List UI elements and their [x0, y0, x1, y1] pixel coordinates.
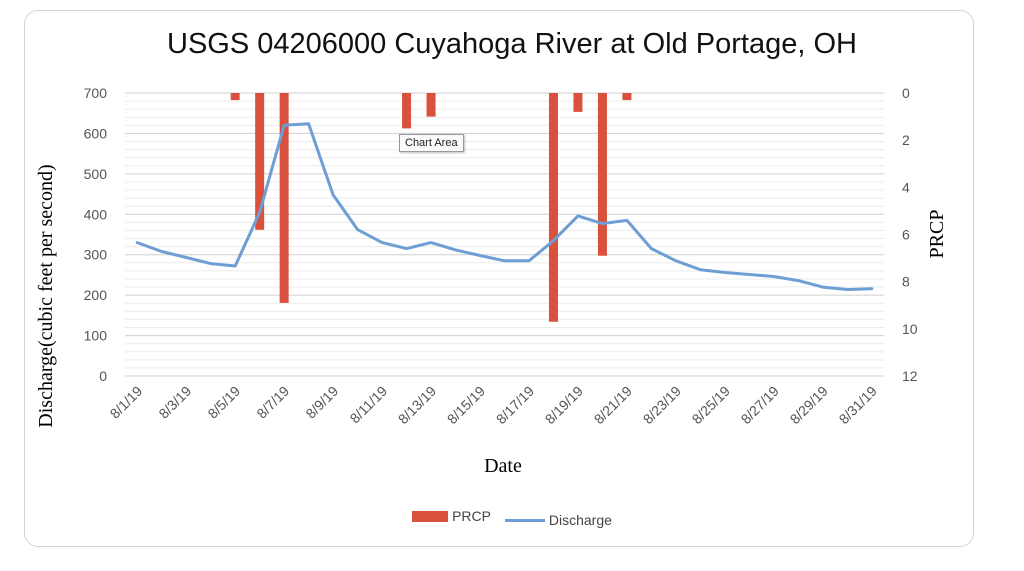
right-tick-label: 0 — [902, 85, 910, 101]
x-tick-label: 8/21/19 — [591, 383, 635, 427]
x-tick-label: 8/31/19 — [836, 383, 880, 427]
x-tick-label: 8/9/19 — [302, 383, 341, 422]
x-tick-label: 8/13/19 — [395, 383, 439, 427]
left-tick-label: 200 — [84, 287, 108, 303]
left-tick-label: 400 — [84, 206, 108, 222]
legend-label-prcp: PRCP — [452, 508, 491, 524]
prcp-bar — [622, 93, 632, 101]
right-tick-label: 4 — [902, 179, 910, 195]
x-tick-label: 8/1/19 — [107, 383, 146, 422]
x-tick-label: 8/11/19 — [347, 383, 391, 427]
right-tick-label: 2 — [902, 132, 910, 148]
left-tick-label: 0 — [99, 368, 107, 384]
prcp-bar — [597, 93, 607, 256]
right-tick-label: 8 — [902, 274, 910, 290]
legend-item-discharge[interactable]: Discharge — [504, 512, 612, 528]
x-axis-title: Date — [484, 455, 522, 477]
right-tick-label: 12 — [902, 368, 918, 384]
prcp-bars — [230, 93, 632, 322]
x-tick-label: 8/29/19 — [787, 383, 831, 427]
right-axis-ticks: 0 2 4 6 8 10 12 — [902, 85, 918, 384]
prcp-bar — [402, 93, 412, 129]
prcp-bar — [255, 93, 265, 230]
prcp-bar — [573, 93, 583, 112]
left-tick-label: 700 — [84, 85, 108, 101]
legend: PRCP Discharge — [0, 508, 1024, 528]
legend-item-prcp[interactable]: PRCP — [412, 508, 491, 524]
left-tick-label: 300 — [84, 247, 108, 263]
discharge-line — [135, 122, 874, 291]
chart-area-tooltip: Chart Area — [399, 134, 464, 152]
left-axis-title: Discharge(cubic feet per second) — [35, 164, 57, 427]
left-tick-label: 500 — [84, 166, 108, 182]
x-tick-label: 8/25/19 — [689, 383, 733, 427]
discharge-series-line — [135, 122, 874, 291]
grid-lines — [125, 92, 884, 377]
prcp-bar — [279, 93, 289, 303]
left-tick-label: 600 — [84, 125, 108, 141]
legend-label-discharge: Discharge — [548, 512, 612, 528]
right-tick-label: 10 — [902, 321, 918, 337]
x-tick-label: 8/19/19 — [542, 383, 586, 427]
legend-swatch-discharge — [504, 518, 545, 522]
prcp-bar — [548, 93, 558, 322]
x-tick-label: 8/7/19 — [253, 383, 292, 422]
left-axis-ticks: 700 600 500 400 300 200 100 0 — [84, 85, 108, 384]
right-axis-title: PRCP — [926, 210, 948, 259]
left-tick-label: 100 — [84, 328, 108, 344]
x-tick-label: 8/27/19 — [738, 383, 782, 427]
x-tick-label: 8/3/19 — [155, 383, 194, 422]
x-tick-label: 8/5/19 — [204, 383, 243, 422]
x-axis-ticks: 8/1/19 8/3/19 8/5/19 8/7/19 8/9/19 8/11/19 8/1… — [107, 383, 881, 427]
x-tick-label: 8/15/19 — [444, 383, 488, 427]
x-tick-label: 8/23/19 — [640, 383, 684, 427]
right-tick-label: 6 — [902, 227, 910, 243]
chart-title: USGS 04206000 Cuyahoga River at Old Port… — [167, 28, 857, 60]
legend-swatch-prcp — [412, 510, 449, 522]
x-tick-label: 8/17/19 — [493, 383, 537, 427]
prcp-bar — [230, 93, 240, 101]
prcp-bar — [426, 93, 436, 117]
